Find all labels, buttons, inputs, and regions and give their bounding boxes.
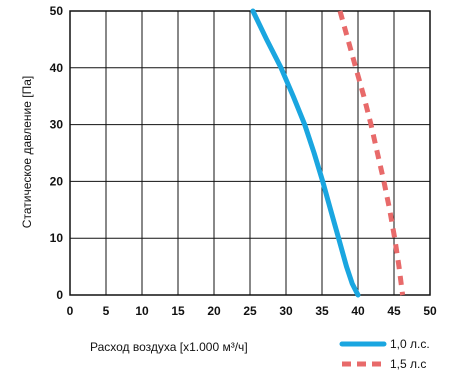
legend: 1,0 л.с. 1,5 л.с xyxy=(339,337,430,371)
y-tick-labels: 0 10 20 30 40 50 xyxy=(50,4,64,302)
y-axis-label: Статическое давление [Па] xyxy=(20,76,34,228)
legend-label-1-0-hp: 1,0 л.с. xyxy=(390,337,430,351)
x-tick-label: 50 xyxy=(423,304,437,318)
x-tick-label: 35 xyxy=(315,304,329,318)
series-line-0 xyxy=(250,8,361,298)
x-tick-label: 0 xyxy=(67,304,74,318)
plot-frame xyxy=(69,10,431,296)
x-tick-label: 45 xyxy=(387,304,401,318)
x-tick-label: 10 xyxy=(135,304,149,318)
x-tick-labels: 0 5 10 15 20 25 30 35 40 45 50 xyxy=(67,304,437,318)
y-tick-label: 10 xyxy=(50,231,64,245)
series-lines xyxy=(250,8,406,298)
series-line-1 xyxy=(337,10,406,296)
x-tick-label: 30 xyxy=(279,304,293,318)
x-tick-label: 20 xyxy=(207,304,221,318)
y-tick-label: 0 xyxy=(56,288,63,302)
x-axis-label: Расход воздуха [x1.000 м³/ч] xyxy=(90,340,248,354)
legend-label-1-5-hp: 1,5 л.с xyxy=(390,357,426,371)
x-tick-label: 25 xyxy=(243,304,257,318)
y-tick-label: 30 xyxy=(50,118,64,132)
x-tick-label: 40 xyxy=(351,304,365,318)
y-tick-label: 20 xyxy=(50,174,64,188)
x-tick-label: 5 xyxy=(103,304,110,318)
y-tick-label: 40 xyxy=(50,61,64,75)
x-tick-label: 15 xyxy=(171,304,185,318)
y-tick-label: 50 xyxy=(50,4,64,18)
